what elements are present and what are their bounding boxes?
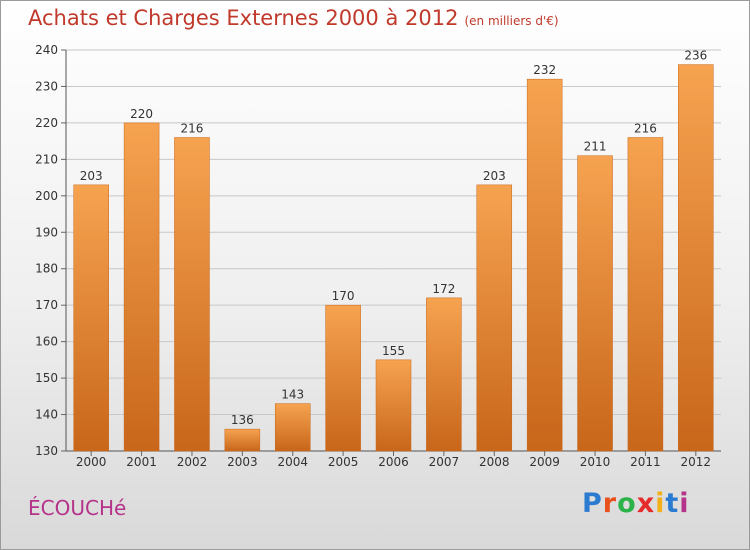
logo-letter: t: [665, 488, 680, 519]
y-tick-label: 220: [35, 116, 58, 130]
commune-name: ÉCOUCHé: [28, 496, 127, 520]
bar-value-label: 155: [382, 344, 405, 358]
x-tick-label: 2007: [429, 455, 460, 469]
logo-letter: o: [617, 488, 637, 519]
bar: [426, 297, 462, 452]
x-tick-label: 2001: [126, 455, 157, 469]
y-tick-label: 160: [35, 335, 58, 349]
x-tick-label: 2005: [328, 455, 359, 469]
y-tick-label: 180: [35, 262, 58, 276]
bar: [375, 359, 412, 452]
y-tick-label: 150: [35, 371, 58, 385]
x-tick-label: 2000: [76, 455, 107, 469]
y-tick-label: 200: [35, 189, 58, 203]
bar: [73, 184, 109, 452]
proxiti-logo: Proxiti: [582, 488, 690, 519]
bar-value-label: 203: [483, 169, 506, 183]
x-tick-label: 2011: [630, 455, 661, 469]
x-tick-label: 2012: [681, 455, 712, 469]
logo-letter: i: [679, 488, 690, 519]
bar-value-label: 216: [634, 121, 657, 135]
bar-value-label: 143: [281, 388, 304, 402]
x-tick-label: 2006: [378, 455, 409, 469]
bar-value-label: 170: [332, 289, 355, 303]
bar-value-label: 216: [181, 121, 204, 135]
bar: [678, 64, 714, 452]
bar-value-label: 203: [80, 169, 103, 183]
logo-letter: x: [636, 488, 656, 519]
y-tick-label: 170: [35, 298, 58, 312]
bar: [526, 78, 563, 452]
bar: [174, 137, 210, 452]
bar-value-label: 211: [584, 140, 607, 154]
logo-letter: i: [655, 488, 666, 519]
bar: [274, 403, 311, 452]
bar-value-label: 220: [130, 107, 153, 121]
chart-title: Achats et Charges Externes 2000 à 2012 (e…: [28, 6, 559, 30]
chart-title-text: Achats et Charges Externes 2000 à 2012: [28, 6, 459, 30]
bar-value-label: 236: [684, 49, 707, 63]
bar-value-label: 232: [533, 63, 556, 77]
bar: [577, 155, 613, 452]
chart-subtitle: (en milliers d'€): [464, 14, 559, 28]
bar: [476, 184, 513, 452]
y-tick-label: 230: [35, 79, 58, 93]
y-tick-label: 240: [35, 43, 58, 57]
bar: [627, 137, 664, 452]
y-tick-label: 140: [35, 408, 58, 422]
x-tick-label: 2009: [529, 455, 560, 469]
logo-letter: P: [582, 488, 603, 519]
y-tick-label: 210: [35, 152, 58, 166]
bar: [325, 304, 361, 452]
y-tick-label: 190: [35, 225, 58, 239]
x-tick-label: 2010: [580, 455, 611, 469]
bar-value-label: 136: [231, 413, 254, 427]
bar: [224, 428, 261, 452]
x-tick-label: 2008: [479, 455, 510, 469]
logo-letter: r: [602, 488, 618, 519]
bar-value-label: 172: [432, 282, 455, 296]
bar: [123, 122, 160, 452]
x-tick-label: 2003: [227, 455, 258, 469]
y-tick-label: 130: [35, 444, 58, 458]
x-tick-label: 2002: [177, 455, 208, 469]
x-tick-label: 2004: [277, 455, 308, 469]
